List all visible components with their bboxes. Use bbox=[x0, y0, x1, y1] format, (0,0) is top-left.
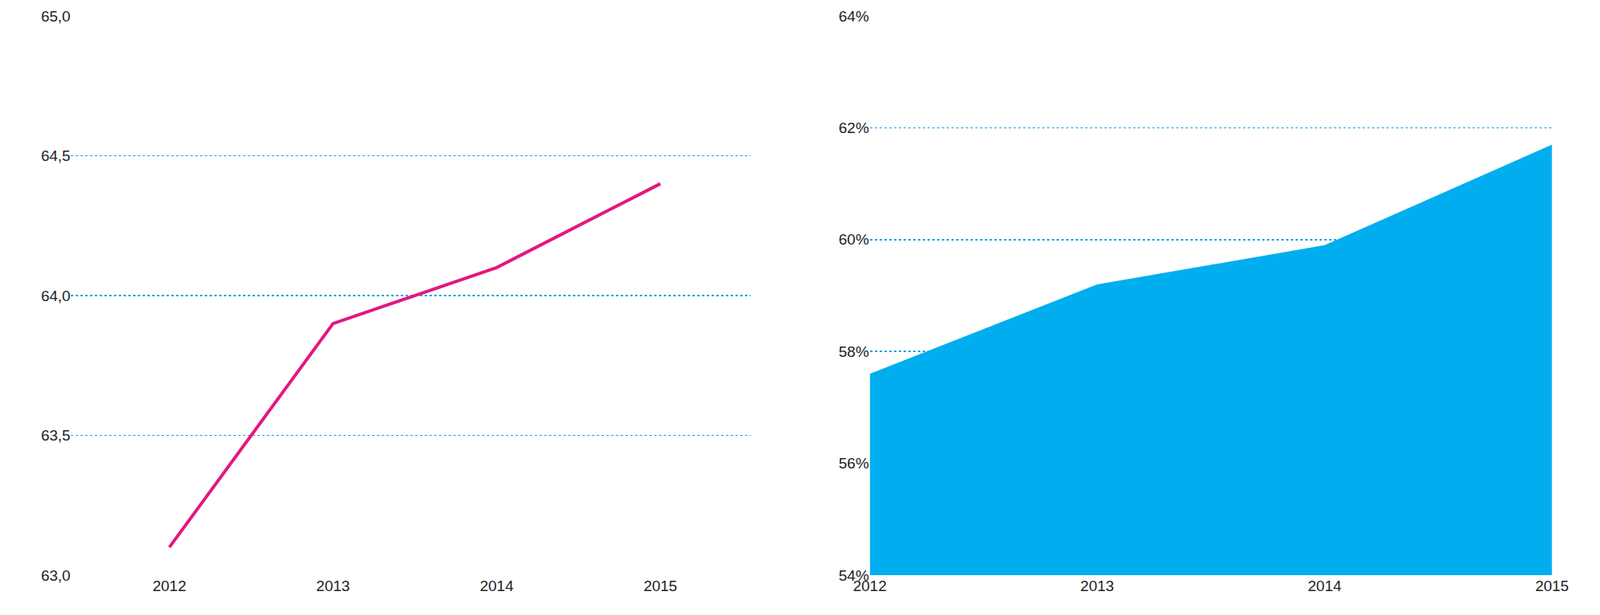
svg-text:64,5: 64,5 bbox=[40, 147, 71, 165]
svg-text:60%: 60% bbox=[839, 231, 870, 248]
svg-text:58%: 58% bbox=[839, 343, 870, 361]
svg-text:2014: 2014 bbox=[1307, 577, 1342, 595]
svg-text:2012: 2012 bbox=[852, 577, 887, 595]
svg-text:2013: 2013 bbox=[1080, 577, 1114, 595]
svg-text:64%: 64% bbox=[839, 7, 870, 25]
svg-text:2015: 2015 bbox=[1535, 577, 1569, 595]
svg-text:2015: 2015 bbox=[643, 577, 678, 595]
svg-text:56%: 56% bbox=[839, 454, 870, 472]
svg-text:63,0: 63,0 bbox=[40, 567, 71, 585]
svg-text:2012: 2012 bbox=[152, 577, 186, 595]
svg-text:63,5: 63,5 bbox=[40, 427, 71, 444]
svg-text:65,0: 65,0 bbox=[40, 7, 71, 25]
svg-text:2013: 2013 bbox=[316, 577, 350, 595]
svg-text:2014: 2014 bbox=[479, 577, 514, 595]
svg-text:64,0: 64,0 bbox=[40, 287, 71, 305]
svg-text:62%: 62% bbox=[839, 119, 870, 137]
svg-text:54%: 54% bbox=[839, 567, 870, 585]
